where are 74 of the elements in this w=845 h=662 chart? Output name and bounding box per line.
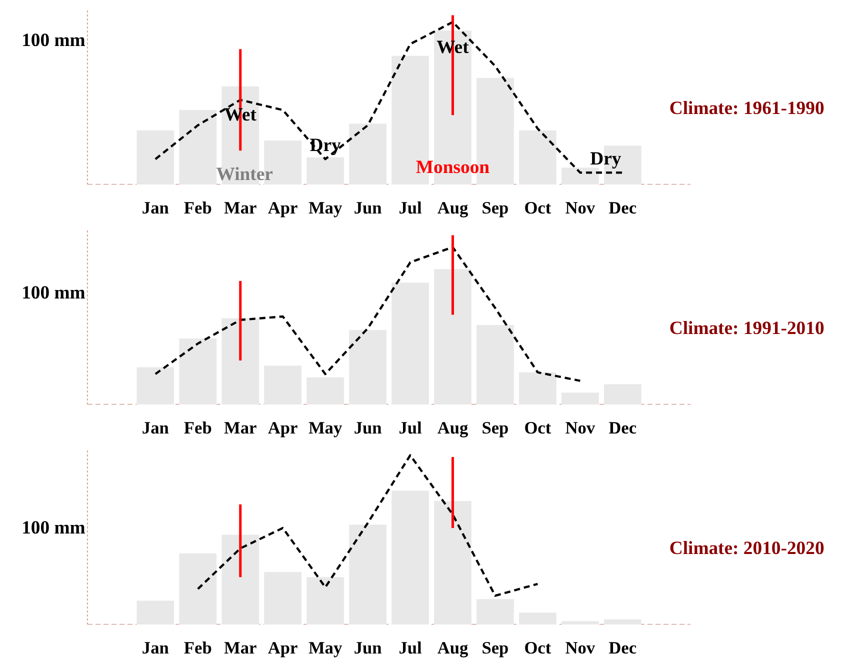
bar	[264, 572, 302, 624]
x-tick-label: Sep	[482, 638, 509, 658]
x-tick-label: Mar	[224, 418, 258, 438]
x-tick-label: May	[308, 198, 342, 218]
x-tick-label: Nov	[565, 418, 596, 438]
x-tick-label: May	[308, 418, 342, 438]
x-tick-label: Aug	[437, 418, 468, 438]
x-tick-label: Apr	[268, 198, 298, 218]
x-tick-label: Jun	[354, 198, 382, 218]
bar	[136, 600, 174, 624]
x-tick-label: Feb	[184, 198, 212, 218]
bar	[179, 553, 217, 624]
bar	[264, 366, 302, 404]
bar	[136, 367, 174, 404]
bar	[392, 282, 429, 404]
bar	[179, 338, 217, 404]
x-tick-label: Sep	[482, 198, 509, 218]
bar	[179, 110, 217, 184]
bar	[222, 318, 260, 404]
bar	[604, 384, 642, 404]
text: 100 mm	[22, 30, 86, 52]
bar	[434, 500, 472, 624]
x-tick-label: Jul	[398, 638, 422, 658]
annotation: Monsoon	[416, 157, 490, 178]
annotation: Dry	[590, 148, 622, 170]
x-tick-label: Jul	[398, 418, 422, 438]
x-tick-label: Dec	[608, 638, 637, 658]
bar	[561, 392, 599, 404]
x-tick-label: Nov	[565, 198, 596, 218]
x-tick-label: Aug	[437, 198, 468, 218]
x-tick-label: Jan	[142, 638, 170, 658]
bar	[561, 168, 599, 184]
bar	[306, 157, 344, 184]
x-tick-label: Jun	[354, 418, 382, 438]
bar	[136, 130, 174, 184]
x-tick-label: Oct	[524, 638, 552, 658]
text: Climate: 1961-1990	[669, 98, 824, 119]
annotation: Winter	[216, 164, 273, 185]
x-tick-label: Feb	[184, 638, 212, 658]
text: Climate: 2010-2020	[669, 538, 824, 559]
x-tick-label: May	[308, 638, 342, 658]
bar	[349, 124, 386, 184]
bar	[518, 612, 556, 624]
x-tick-label: Oct	[524, 418, 552, 438]
x-tick-label: Jan	[142, 418, 170, 438]
bar	[349, 524, 386, 624]
x-tick-label: Apr	[268, 638, 298, 658]
x-tick-label: Nov	[565, 638, 596, 658]
x-tick-label: Jan	[142, 198, 170, 218]
bar	[476, 599, 514, 624]
x-tick-label: Oct	[524, 198, 552, 218]
x-tick-label: Apr	[268, 418, 298, 438]
x-tick-label: Mar	[224, 638, 258, 658]
bar	[349, 330, 386, 404]
text: 100 mm	[22, 518, 86, 539]
bar	[222, 534, 260, 624]
x-tick-label: Sep	[482, 418, 509, 438]
text: 100 mm	[22, 282, 86, 304]
x-tick-label: Jun	[354, 638, 382, 658]
x-tick-label: Aug	[437, 638, 468, 658]
bar	[306, 377, 344, 404]
x-tick-label: Dec	[608, 198, 637, 218]
x-tick-label: Jul	[398, 198, 422, 218]
bar	[434, 269, 472, 404]
bar	[476, 324, 514, 404]
bar	[518, 372, 556, 404]
x-tick-label: Dec	[608, 418, 637, 438]
x-tick-label: Feb	[184, 418, 212, 438]
bar	[306, 577, 344, 624]
bar	[518, 130, 556, 184]
x-tick-label: Mar	[224, 198, 258, 218]
bar	[604, 619, 642, 624]
text: Climate: 1991-2010	[669, 318, 824, 339]
bar	[392, 490, 429, 624]
